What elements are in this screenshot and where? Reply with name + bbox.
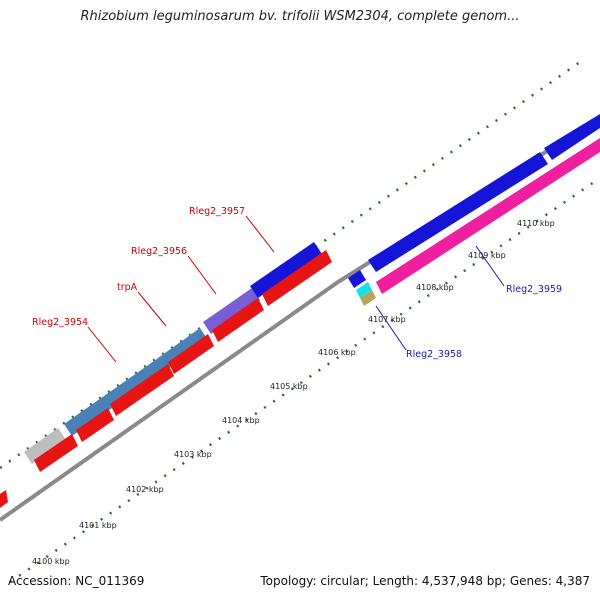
tick-label-4106: 4106 kbp	[318, 348, 356, 357]
gene-label-rleg2-3958[interactable]: Rleg2_3958	[406, 349, 462, 360]
accession-text: Accession: NC_011369	[8, 574, 145, 588]
gene-trpa[interactable]	[158, 328, 208, 370]
tick-label-4101: 4101 kbp	[79, 521, 117, 530]
gene-label-rleg2-3959[interactable]: Rleg2_3959	[506, 284, 562, 295]
tick-label-4100: 4100 kbp	[32, 557, 70, 566]
tick-label-4104: 4104 kbp	[222, 416, 260, 425]
gene-label-rleg2-3954[interactable]: Rleg2_3954	[32, 317, 88, 328]
gene-red-7[interactable]	[262, 250, 332, 306]
tick-label-4107: 4107 kbp	[368, 315, 406, 324]
backbone-left	[0, 280, 340, 522]
gene-red-4[interactable]	[110, 364, 174, 416]
tick-label-4109: 4109 kbp	[468, 251, 506, 260]
tick-label-4108: 4108 kbp	[416, 283, 454, 292]
gene-label-trpa[interactable]: trpA	[117, 282, 138, 293]
tick-label-4110: 4110 kbp	[517, 219, 555, 228]
gene-red-5[interactable]	[168, 334, 214, 374]
tick-label-4105: 4105 kbp	[270, 382, 308, 391]
gene-rleg2-3956[interactable]	[203, 288, 260, 334]
leader-rleg2-3959	[475, 245, 505, 287]
leader-rleg2-3954	[87, 326, 117, 363]
gene-red-1[interactable]	[0, 490, 8, 508]
gene-rleg2-3954[interactable]	[64, 354, 172, 436]
gene-rleg2-3957[interactable]	[250, 242, 322, 298]
gene-red-2[interactable]	[34, 434, 78, 472]
leader-trpa	[137, 291, 167, 327]
leader-rleg2-3958	[375, 305, 407, 351]
outer-cds-track	[24, 114, 600, 464]
leader-rleg2-3956	[187, 255, 217, 295]
gene-red-3[interactable]	[76, 408, 114, 442]
map-title: Rhizobium leguminosarum bv. trifolii WSM…	[80, 9, 520, 24]
gene-rleg2-3958-khaki[interactable]	[360, 290, 376, 306]
gene-right-blue-1[interactable]	[368, 152, 548, 272]
gene-leader-lines	[87, 215, 505, 363]
kbp-tick-labels: 4100 kbp 4101 kbp 4102 kbp 4103 kbp 4104…	[32, 219, 555, 566]
gene-red-6[interactable]	[212, 298, 264, 342]
gene-label-rleg2-3957[interactable]: Rleg2_3957	[189, 206, 245, 217]
gene-labels: Rleg2_3954 trpA Rleg2_3956 Rleg2_3957 Rl…	[32, 206, 562, 360]
inner-dotted-guide	[9, 176, 600, 584]
tick-label-4102: 4102 kbp	[126, 485, 164, 494]
gene-rleg2-3958-cyan[interactable]	[356, 282, 372, 298]
leader-rleg2-3957	[245, 215, 275, 253]
gene-rleg2-3959[interactable]	[376, 138, 600, 294]
genome-stats-text: Topology: circular; Length: 4,537,948 bp…	[260, 574, 590, 588]
tick-label-4103: 4103 kbp	[174, 450, 212, 459]
gene-right-blue-2[interactable]	[544, 114, 600, 160]
gene-label-rleg2-3956[interactable]: Rleg2_3956	[131, 246, 187, 257]
gene-small-blue[interactable]	[348, 270, 366, 288]
inner-cds-track	[0, 138, 600, 508]
gene-grey-feature[interactable]	[24, 428, 66, 464]
